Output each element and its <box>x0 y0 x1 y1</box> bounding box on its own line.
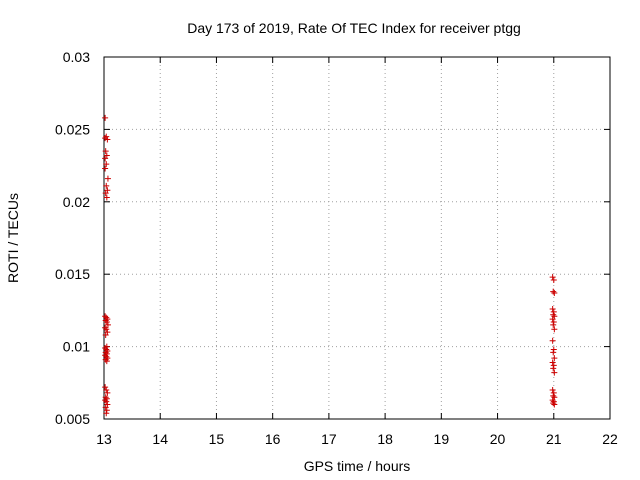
x-tick-label: 21 <box>546 431 562 447</box>
data-point <box>102 384 109 391</box>
data-point <box>551 355 558 362</box>
data-point <box>102 394 109 401</box>
data-point <box>103 194 110 201</box>
x-tick-label: 17 <box>321 431 337 447</box>
y-tick-label: 0.02 <box>63 194 90 210</box>
data-point <box>102 317 109 324</box>
data-point <box>103 407 110 414</box>
data-point <box>550 288 557 295</box>
data-point <box>550 349 557 356</box>
grid-lines <box>104 57 610 419</box>
y-tick-labels: 0.005 0.01 0.015 0.02 0.025 0.03 <box>55 49 90 427</box>
x-tick-label: 22 <box>602 431 618 447</box>
data-point <box>550 392 557 399</box>
data-point <box>103 410 110 417</box>
data-point <box>551 326 558 333</box>
data-point <box>102 165 109 172</box>
data-point <box>103 314 110 321</box>
data-point <box>102 155 109 162</box>
data-point <box>103 387 110 394</box>
data-point <box>550 400 557 407</box>
data-point <box>550 362 557 369</box>
data-point <box>103 318 110 325</box>
data-point <box>104 175 111 182</box>
chart-title: Day 173 of 2019, Rate Of TEC Index for r… <box>187 20 521 36</box>
data-point <box>102 324 109 331</box>
data-point <box>103 182 110 189</box>
data-point <box>104 321 111 328</box>
data-point <box>549 316 556 323</box>
data-point <box>551 369 558 376</box>
data-point <box>103 346 110 353</box>
y-tick-label: 0.015 <box>55 266 90 282</box>
data-point <box>103 398 110 405</box>
data-point <box>550 276 557 283</box>
data-point <box>551 290 558 297</box>
y-tick-label: 0.03 <box>63 49 90 65</box>
x-tick-label: 20 <box>490 431 506 447</box>
data-point <box>102 114 109 121</box>
y-tick-label: 0.005 <box>55 411 90 427</box>
data-point <box>549 359 556 366</box>
data-point <box>102 190 109 197</box>
data-point <box>102 332 109 339</box>
data-point <box>102 404 109 411</box>
data-point <box>549 387 556 394</box>
data-point <box>549 397 556 404</box>
y-tick-label: 0.025 <box>55 121 90 137</box>
x-tick-label: 16 <box>265 431 281 447</box>
x-tick-label: 13 <box>96 431 112 447</box>
data-point <box>104 389 111 396</box>
data-point <box>550 308 557 315</box>
data-point <box>102 397 109 404</box>
plot-area-frame <box>103 56 611 420</box>
axis-ticks <box>103 56 611 420</box>
data-point <box>103 326 110 333</box>
data-point <box>103 133 110 140</box>
data-point <box>549 337 556 344</box>
data-point <box>550 311 557 318</box>
x-axis-label: GPS time / hours <box>304 458 411 474</box>
data-point <box>102 356 109 363</box>
data-point <box>549 274 556 281</box>
data-point <box>549 305 556 312</box>
data-point <box>550 346 557 353</box>
data-point <box>550 398 557 405</box>
y-tick-label: 0.01 <box>63 339 90 355</box>
data-points <box>102 114 558 417</box>
data-point <box>550 318 557 325</box>
data-point <box>102 349 109 356</box>
data-point <box>104 136 111 143</box>
x-tick-label: 15 <box>209 431 225 447</box>
x-tick-label: 18 <box>377 431 393 447</box>
x-tick-labels: 13 14 15 16 17 18 19 20 21 22 <box>96 431 618 447</box>
data-point <box>103 358 110 365</box>
x-tick-label: 14 <box>152 431 168 447</box>
data-point <box>102 148 109 155</box>
x-tick-label: 19 <box>434 431 450 447</box>
data-point <box>550 321 557 328</box>
data-point <box>550 389 557 396</box>
data-point <box>103 353 110 360</box>
data-point <box>103 161 110 168</box>
data-point <box>551 401 558 408</box>
data-point <box>550 365 557 372</box>
y-axis-label: ROTI / TECUs <box>5 193 21 283</box>
